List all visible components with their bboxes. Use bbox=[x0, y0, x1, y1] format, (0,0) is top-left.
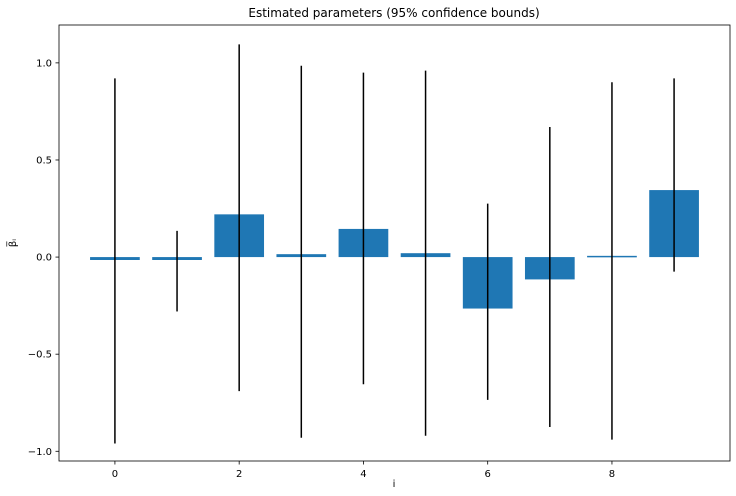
x-axis-label: i bbox=[393, 479, 396, 490]
x-axis: 0 2 4 6 8 bbox=[112, 461, 615, 480]
x-tick-label: 4 bbox=[360, 469, 366, 480]
y-axis: −1.0 −0.5 0.0 0.5 1.0 bbox=[28, 58, 59, 458]
plot-frame bbox=[58, 24, 731, 462]
y-tick-label: 0.5 bbox=[36, 155, 52, 166]
y-axis-label: β̅ᵢ bbox=[6, 239, 19, 248]
y-tick-label: 0.0 bbox=[36, 253, 52, 264]
x-tick-label: 2 bbox=[236, 469, 242, 480]
chart-title: Estimated parameters (95% confidence bou… bbox=[248, 6, 539, 20]
y-tick-label: −1.0 bbox=[28, 447, 52, 458]
y-tick-label: −0.5 bbox=[28, 350, 52, 361]
errorbars-group bbox=[114, 44, 675, 444]
y-tick-label: 1.0 bbox=[36, 58, 52, 69]
x-tick-label: 0 bbox=[112, 469, 118, 480]
x-tick-label: 8 bbox=[609, 469, 615, 480]
x-tick-label: 6 bbox=[485, 469, 491, 480]
